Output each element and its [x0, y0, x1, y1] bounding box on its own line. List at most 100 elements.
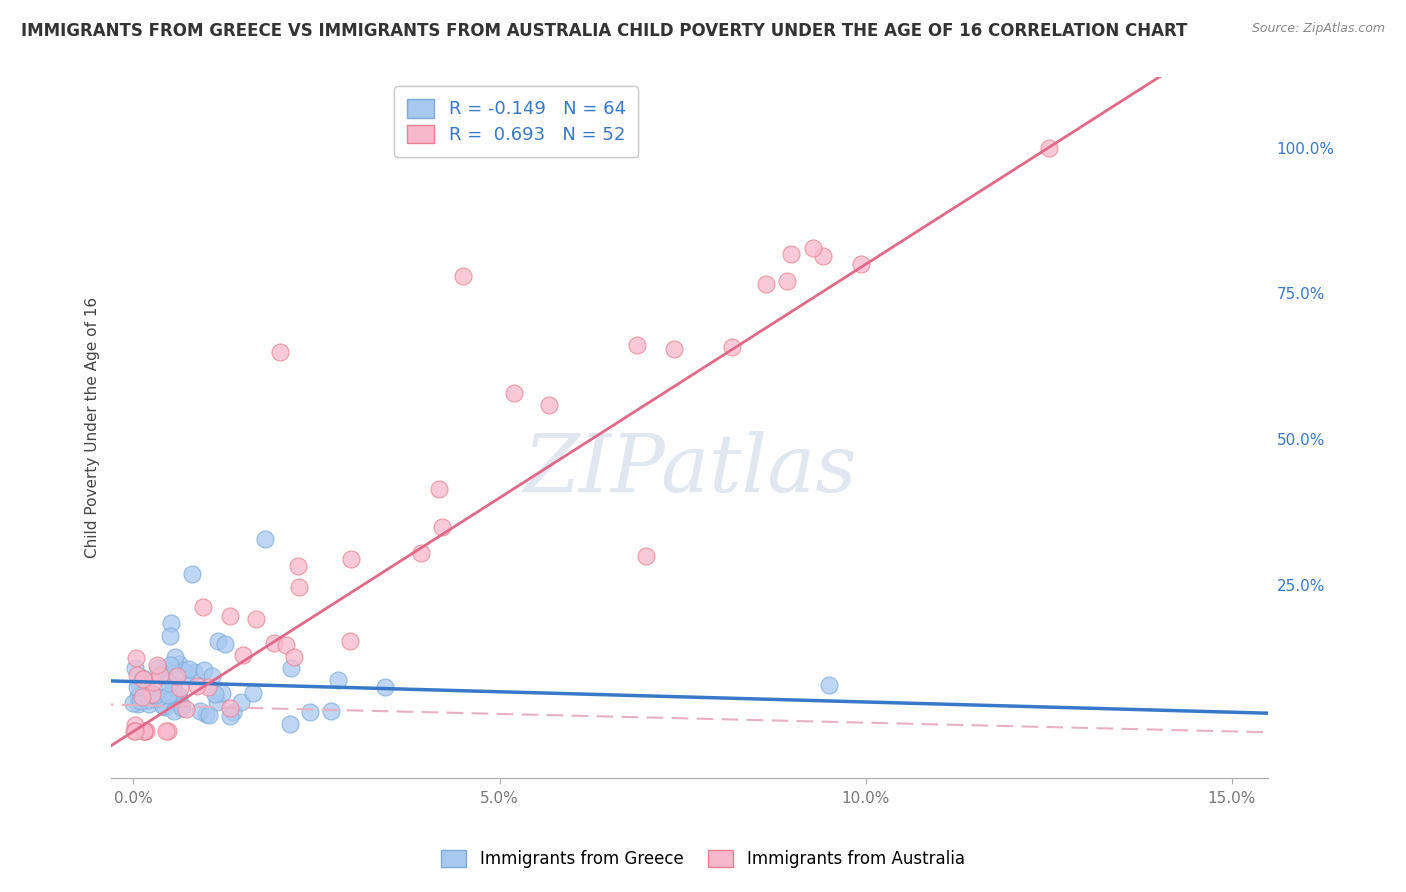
Point [186, 679, 208, 693]
Point [148, 691, 170, 706]
Legend: Immigrants from Greece, Immigrants from Australia: Immigrants from Greece, Immigrants from … [434, 843, 972, 875]
Point [132, 672, 155, 686]
Point [218, 709, 240, 723]
Point [662, 343, 685, 357]
Point [245, 612, 267, 626]
Point [138, 693, 160, 707]
Point [283, 650, 305, 665]
Point [146, 661, 169, 675]
Point [537, 398, 560, 412]
Point [124, 724, 146, 739]
Point [254, 532, 277, 546]
Point [219, 609, 242, 624]
Point [162, 690, 184, 705]
Point [122, 724, 145, 739]
Point [166, 669, 188, 683]
Point [134, 724, 156, 739]
Point [755, 277, 778, 291]
Point [139, 685, 162, 699]
Point [127, 689, 149, 703]
Point [328, 673, 350, 687]
Point [179, 662, 201, 676]
Point [205, 695, 228, 709]
Point [811, 249, 834, 263]
Point [155, 724, 177, 739]
Point [125, 651, 148, 665]
Point [124, 718, 146, 732]
Y-axis label: Child Poverty Under the Age of 16: Child Poverty Under the Age of 16 [86, 297, 100, 558]
Point [172, 663, 194, 677]
Point [169, 681, 191, 695]
Point [427, 483, 450, 497]
Text: Source: ZipAtlas.com: Source: ZipAtlas.com [1251, 22, 1385, 36]
Point [128, 677, 150, 691]
Point [163, 649, 186, 664]
Point [146, 657, 169, 672]
Point [159, 657, 181, 672]
Point [198, 707, 221, 722]
Point [172, 700, 194, 714]
Point [153, 699, 176, 714]
Point [160, 616, 183, 631]
Point [242, 686, 264, 700]
Point [127, 668, 149, 682]
Point [143, 688, 166, 702]
Point [131, 690, 153, 705]
Text: IMMIGRANTS FROM GREECE VS IMMIGRANTS FROM AUSTRALIA CHILD POVERTY UNDER THE AGE : IMMIGRANTS FROM GREECE VS IMMIGRANTS FRO… [21, 22, 1188, 40]
Point [128, 694, 150, 708]
Point [138, 697, 160, 711]
Point [188, 704, 211, 718]
Point [135, 724, 157, 739]
Point [197, 681, 219, 695]
Point [634, 549, 657, 564]
Point [149, 668, 172, 682]
Point [157, 688, 180, 702]
Point [229, 695, 252, 709]
Point [172, 698, 194, 713]
Point [142, 675, 165, 690]
Point [204, 687, 226, 701]
Legend: R = -0.149   N = 64, R =  0.693   N = 52: R = -0.149 N = 64, R = 0.693 N = 52 [395, 87, 638, 157]
Point [193, 663, 215, 677]
Point [135, 681, 157, 695]
Point [780, 247, 803, 261]
Point [411, 546, 433, 560]
Point [153, 661, 176, 675]
Point [288, 580, 311, 594]
Point [156, 724, 179, 739]
Point [152, 699, 174, 714]
Point [432, 520, 454, 534]
Point [280, 661, 302, 675]
Point [801, 241, 824, 255]
Point [626, 337, 648, 351]
Point [287, 558, 309, 573]
Point [166, 688, 188, 702]
Point [174, 702, 197, 716]
Point [150, 669, 173, 683]
Point [183, 665, 205, 680]
Point [127, 697, 149, 711]
Point [274, 638, 297, 652]
Point [319, 704, 342, 718]
Point [1038, 140, 1060, 154]
Point [132, 724, 155, 739]
Point [195, 707, 218, 722]
Point [157, 675, 180, 690]
Point [167, 657, 190, 671]
Point [141, 687, 163, 701]
Point [211, 686, 233, 700]
Point [134, 724, 156, 739]
Point [159, 629, 181, 643]
Text: ZIPatlas: ZIPatlas [523, 431, 856, 508]
Point [851, 257, 873, 271]
Point [503, 385, 526, 400]
Point [167, 689, 190, 703]
Point [339, 634, 361, 648]
Point [818, 678, 841, 692]
Point [143, 692, 166, 706]
Point [163, 705, 186, 719]
Point [201, 669, 224, 683]
Point [374, 680, 396, 694]
Point [298, 705, 321, 719]
Point [222, 705, 245, 719]
